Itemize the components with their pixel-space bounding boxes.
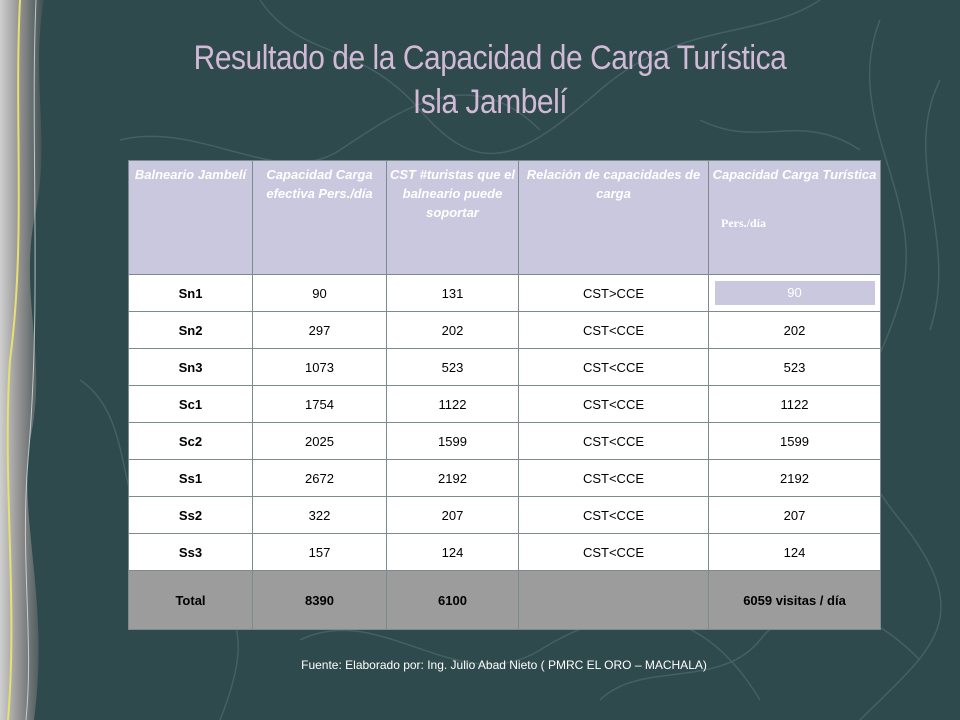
row-cce: 2672 bbox=[252, 459, 387, 497]
table-row: Sn1 90 131 CST>CCE 90 bbox=[128, 274, 881, 312]
slide-title-line1: Resultado de la Capacidad de Carga Turís… bbox=[193, 39, 787, 77]
table-row: Ss1 2672 2192 CST<CCE 2192 bbox=[128, 459, 881, 497]
row-cst: 2192 bbox=[386, 459, 519, 497]
header-cct: Capacidad Carga Turística Pers./día bbox=[708, 160, 881, 275]
row-relation: CST<CCE bbox=[518, 422, 709, 460]
row-name: Sn3 bbox=[128, 348, 253, 386]
row-name: Ss3 bbox=[128, 533, 253, 571]
total-row: Total 8390 6100 6059 visitas / día bbox=[128, 570, 881, 630]
table-row: Ss3 157 124 CST<CCE 124 bbox=[128, 533, 881, 571]
capacity-table: Balneario Jambelí Capacidad Carga efecti… bbox=[128, 160, 881, 630]
row-cce: 297 bbox=[252, 311, 387, 349]
table-row: Sc2 2025 1599 CST<CCE 1599 bbox=[128, 422, 881, 460]
row-cst: 1122 bbox=[386, 385, 519, 423]
row-cct: 1599 bbox=[708, 422, 881, 460]
row-cct: 124 bbox=[708, 533, 881, 571]
row-cct: 202 bbox=[708, 311, 881, 349]
row-relation: CST<CCE bbox=[518, 385, 709, 423]
row-cct: 207 bbox=[708, 496, 881, 534]
header-cce: Capacidad Carga efectiva Pers./día bbox=[252, 160, 387, 275]
row-relation: CST<CCE bbox=[518, 533, 709, 571]
total-relation bbox=[518, 570, 709, 630]
total-cct: 6059 visitas / día bbox=[708, 570, 881, 630]
row-relation: CST<CCE bbox=[518, 348, 709, 386]
header-cct-units: Pers./día bbox=[721, 216, 766, 230]
row-name: Ss1 bbox=[128, 459, 253, 497]
table-header-row: Balneario Jambelí Capacidad Carga efecti… bbox=[128, 160, 881, 275]
total-cce: 8390 bbox=[252, 570, 387, 630]
row-name: Sn2 bbox=[128, 311, 253, 349]
row-name: Sc1 bbox=[128, 385, 253, 423]
row-cct: 523 bbox=[708, 348, 881, 386]
row-cct: 2192 bbox=[708, 459, 881, 497]
row-cce: 322 bbox=[252, 496, 387, 534]
row-cct: 1122 bbox=[708, 385, 881, 423]
slide-title-line2: Isla Jambelí bbox=[412, 83, 568, 121]
row-cce: 2025 bbox=[252, 422, 387, 460]
total-name: Total bbox=[128, 570, 253, 630]
row-name: Sn1 bbox=[128, 274, 253, 312]
row-cst: 1599 bbox=[386, 422, 519, 460]
row-relation: CST<CCE bbox=[518, 496, 709, 534]
header-cst: CST #turistas que el balneario puede sop… bbox=[386, 160, 519, 275]
row-cct-highlighted: 90 bbox=[714, 281, 875, 305]
table-row: Sc1 1754 1122 CST<CCE 1122 bbox=[128, 385, 881, 423]
table-row: Ss2 322 207 CST<CCE 207 bbox=[128, 496, 881, 534]
map-strip-decoration bbox=[0, 0, 44, 720]
row-cst: 131 bbox=[386, 274, 519, 312]
total-cst: 6100 bbox=[386, 570, 519, 630]
row-cst: 202 bbox=[386, 311, 519, 349]
table-row: Sn2 297 202 CST<CCE 202 bbox=[128, 311, 881, 349]
row-relation: CST>CCE bbox=[518, 274, 709, 312]
source-note: Fuente: Elaborado por: Ing. Julio Abad N… bbox=[301, 658, 707, 672]
row-cce: 90 bbox=[252, 274, 387, 312]
row-cst: 207 bbox=[386, 496, 519, 534]
row-name: Ss2 bbox=[128, 496, 253, 534]
header-balneario: Balneario Jambelí bbox=[128, 160, 253, 275]
row-cce: 1754 bbox=[252, 385, 387, 423]
row-cst: 124 bbox=[386, 533, 519, 571]
row-cct-cell: 90 bbox=[708, 274, 881, 312]
row-cst: 523 bbox=[386, 348, 519, 386]
row-relation: CST<CCE bbox=[518, 459, 709, 497]
row-relation: CST<CCE bbox=[518, 311, 709, 349]
header-cct-label: Capacidad Carga Turística bbox=[712, 167, 877, 182]
table-row: Sn3 1073 523 CST<CCE 523 bbox=[128, 348, 881, 386]
header-relation: Relación de capacidades de carga bbox=[518, 160, 709, 275]
slide-title: Resultado de la Capacidad de Carga Turís… bbox=[112, 36, 869, 124]
row-name: Sc2 bbox=[128, 422, 253, 460]
row-cce: 1073 bbox=[252, 348, 387, 386]
row-cce: 157 bbox=[252, 533, 387, 571]
